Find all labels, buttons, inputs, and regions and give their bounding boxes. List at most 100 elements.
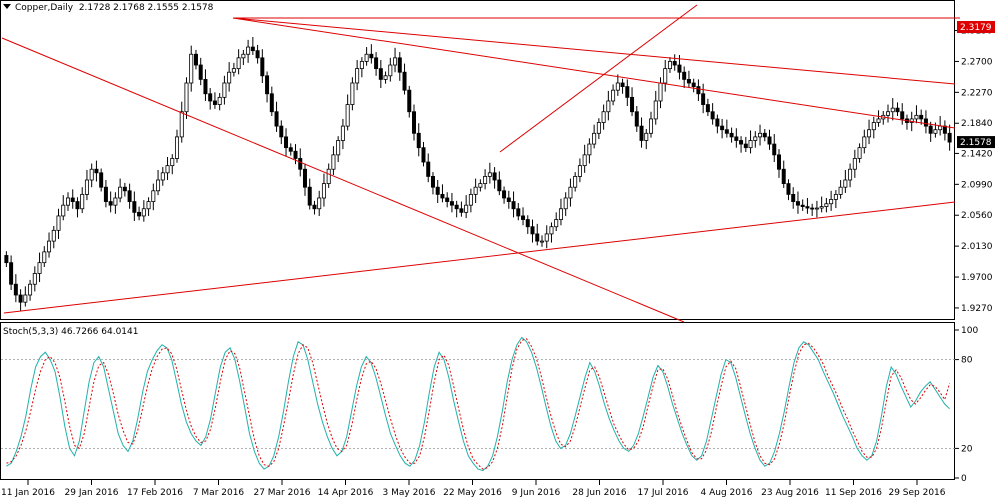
candle-body bbox=[606, 100, 611, 113]
candle-body bbox=[47, 240, 52, 253]
symbol-timeframe: Copper,Daily bbox=[15, 3, 74, 13]
candle-body bbox=[611, 89, 616, 102]
trendline bbox=[232, 17, 956, 129]
candle-body bbox=[900, 111, 905, 120]
candle-body bbox=[734, 136, 739, 141]
candle-body bbox=[705, 104, 710, 113]
candle-body bbox=[549, 226, 554, 235]
candle-body bbox=[350, 82, 355, 105]
candle-body bbox=[18, 294, 23, 303]
candle-body bbox=[810, 207, 815, 210]
candle-body bbox=[867, 129, 872, 138]
candle-body bbox=[189, 53, 194, 84]
time-tick-label: 22 May 2016 bbox=[443, 488, 502, 498]
candle-body bbox=[61, 204, 66, 217]
candle-body bbox=[449, 201, 454, 206]
candle-body bbox=[800, 204, 805, 208]
candle-body bbox=[696, 86, 701, 95]
candle-body bbox=[250, 46, 255, 52]
candle-body bbox=[478, 183, 483, 188]
price-label: 2.1578 bbox=[960, 138, 992, 148]
candle-body bbox=[9, 262, 14, 285]
candle-body bbox=[592, 132, 597, 145]
candle-body bbox=[710, 111, 715, 120]
candle-body bbox=[108, 201, 113, 206]
candle-body bbox=[582, 154, 587, 167]
candle-body bbox=[340, 125, 345, 141]
candle-body bbox=[302, 168, 307, 188]
candle-body bbox=[435, 186, 440, 195]
candle-body bbox=[151, 190, 156, 202]
time-tick-label: 4 Aug 2016 bbox=[701, 488, 753, 498]
stoch-title: Stoch(5,3,3) 46.7266 64.0141 bbox=[3, 327, 139, 337]
candle-body bbox=[412, 111, 417, 134]
candle-body bbox=[516, 208, 521, 217]
candle-body bbox=[321, 183, 326, 199]
candle-body bbox=[895, 107, 900, 113]
candle-body bbox=[137, 211, 142, 217]
candle-body bbox=[217, 96, 222, 105]
candle-body bbox=[739, 140, 744, 145]
time-tick-label: 9 Jun 2016 bbox=[512, 488, 561, 498]
candle-body bbox=[378, 68, 383, 80]
candle-body bbox=[824, 203, 829, 208]
candle-body bbox=[236, 57, 241, 70]
stoch-tick-label: 80 bbox=[961, 356, 973, 366]
candle-body bbox=[23, 294, 28, 303]
price-tick-label: 2.0560 bbox=[961, 211, 993, 221]
time-tick-label: 29 Jan 2016 bbox=[65, 488, 119, 498]
candle-body bbox=[530, 226, 535, 235]
candle-body bbox=[682, 71, 687, 80]
candle-body bbox=[758, 132, 763, 138]
candle-body bbox=[326, 168, 331, 185]
candle-body bbox=[791, 193, 796, 202]
candle-body bbox=[212, 100, 217, 105]
dropdown-triangle-icon[interactable] bbox=[3, 4, 11, 9]
candle-body bbox=[13, 283, 18, 296]
candle-body bbox=[56, 215, 61, 231]
candle-body bbox=[288, 147, 293, 152]
time-tick-label: 27 Mar 2016 bbox=[253, 488, 310, 498]
time-tick-label: 11 Jan 2016 bbox=[1, 488, 55, 498]
candle-body bbox=[767, 136, 772, 145]
price-tick-label: 1.9270 bbox=[961, 304, 993, 314]
candle-body bbox=[32, 273, 37, 285]
candle-body bbox=[497, 179, 502, 192]
main-chart-title: Copper,Daily 2.1728 2.1768 2.1555 2.1578 bbox=[3, 3, 213, 13]
candle-body bbox=[122, 186, 127, 192]
candle-body bbox=[748, 140, 753, 149]
candle-body bbox=[198, 64, 203, 80]
candle-body bbox=[539, 240, 544, 243]
candle-body bbox=[42, 251, 47, 264]
candle-body bbox=[464, 204, 469, 213]
price-label: 2.3179 bbox=[960, 23, 992, 33]
candle-body bbox=[615, 82, 620, 91]
time-tick-label: 7 Mar 2016 bbox=[193, 488, 245, 498]
stoch-tick-label: 0 bbox=[961, 474, 967, 484]
candle-body bbox=[919, 114, 924, 120]
candle-body bbox=[587, 143, 592, 156]
candle-body bbox=[677, 64, 682, 73]
candle-body bbox=[421, 147, 426, 163]
candle-body bbox=[502, 190, 507, 199]
candle-body bbox=[625, 86, 630, 98]
candle-body bbox=[65, 197, 70, 206]
candle-body bbox=[473, 186, 478, 195]
candle-body bbox=[298, 158, 303, 170]
candle-body bbox=[923, 118, 928, 127]
candle-body bbox=[630, 96, 635, 113]
price-chart-pane[interactable] bbox=[0, 0, 955, 320]
candle-body bbox=[269, 93, 274, 113]
candle-body bbox=[345, 104, 350, 127]
candle-body bbox=[829, 199, 834, 205]
time-tick-label: 28 Jun 2016 bbox=[572, 488, 626, 498]
candle-body bbox=[160, 172, 165, 181]
price-tick-label: 1.9700 bbox=[961, 273, 993, 283]
time-tick-label: 23 Aug 2016 bbox=[761, 488, 819, 498]
candle-body bbox=[260, 57, 265, 77]
candle-body bbox=[947, 132, 952, 143]
candle-body bbox=[852, 158, 857, 170]
price-label-box bbox=[957, 21, 995, 34]
candle-body bbox=[890, 107, 895, 113]
